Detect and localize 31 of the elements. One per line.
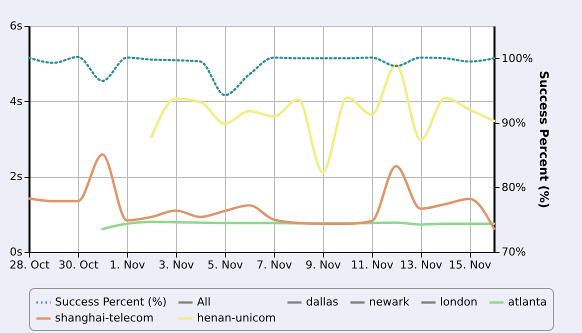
line-series	[28, 56, 496, 96]
line-series	[150, 64, 496, 174]
line-series	[28, 153, 496, 230]
x-tick-label: 9. Nov	[305, 258, 342, 272]
y-tick-label: 2s	[10, 170, 23, 184]
x-tick-label: 5. Nov	[208, 258, 244, 272]
x-tick-label: 28. Oct	[9, 258, 50, 272]
x-tick-label: 15. Nov	[448, 258, 492, 272]
legend-label: All	[197, 296, 211, 308]
y-tick-label: 4s	[10, 94, 23, 108]
x-tick-label: 11. Nov	[350, 258, 394, 272]
line-series	[101, 220, 496, 230]
legend-label: Success Percent (%)	[55, 296, 167, 308]
y2-axis-title: Success Percent (%)	[536, 70, 551, 208]
x-tick-label: 13. Nov	[400, 258, 443, 272]
y2-tick-label: 90%	[502, 116, 526, 130]
legend-label: dallas	[306, 296, 339, 308]
x-tick-label: 1. Nov	[110, 258, 146, 272]
legend-label: shanghai-telecom	[55, 312, 154, 324]
legend-label: henan-unicom	[197, 312, 276, 324]
x-tick-label: 7. Nov	[256, 258, 292, 272]
x-tick-label: 30. Oct	[58, 258, 100, 272]
legend-label: newark	[369, 296, 410, 308]
y-tick-label: 0s	[10, 246, 23, 258]
y-tick-label: 6s	[10, 20, 23, 32]
legend-label: london	[440, 296, 478, 308]
y2-tick-label: 100%	[502, 52, 533, 65]
y2-tick-label: 70%	[502, 246, 526, 258]
x-tick-label: 3. Nov	[158, 258, 195, 272]
y2-tick-label: 80%	[502, 180, 526, 194]
legend-label: atlanta	[508, 296, 547, 308]
